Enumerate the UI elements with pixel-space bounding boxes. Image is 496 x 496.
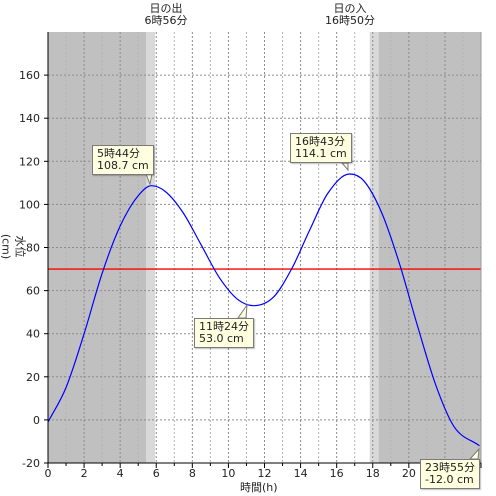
sunset-title: 日の入	[333, 2, 367, 15]
callout-level: 108.7 cm	[97, 159, 149, 172]
callout-level: 53.0 cm	[199, 332, 244, 345]
grid	[48, 32, 481, 463]
y-tick-label: 40	[26, 328, 40, 341]
sunset-label: 日の入 16時50分	[320, 3, 380, 27]
x-tick-label: 8	[189, 467, 196, 480]
callout-time: 23時55分	[425, 461, 475, 474]
callout-low-1: 11時24分 53.0 cm	[194, 318, 254, 348]
x-tick-label: 4	[117, 467, 124, 480]
x-axis-title: 時間(h)	[240, 481, 278, 494]
y-tick-label: 120	[19, 155, 40, 168]
x-tick-label: 14	[294, 467, 308, 480]
y-tick-label: 60	[26, 285, 40, 298]
axes	[44, 32, 482, 468]
x-tick-label: 10	[221, 467, 235, 480]
x-tick-label: 16	[330, 467, 344, 480]
callout-time: 5時44分	[97, 147, 140, 160]
tide-series-line	[47, 173, 480, 447]
sunrise-time: 6時56分	[144, 14, 188, 27]
callout-level: 114.1 cm	[295, 147, 347, 160]
callout-high-2: 16時43分 114.1 cm	[290, 133, 352, 163]
callout-low-2: 23時55分 -12.0 cm	[420, 459, 480, 489]
callout-time: 11時24分	[199, 320, 249, 333]
sunrise-title: 日の出	[149, 2, 183, 15]
x-tick-label: 18	[366, 467, 380, 480]
y-tick-label: 100	[19, 198, 40, 211]
sunset-time: 16時50分	[325, 14, 375, 27]
y-tick-label: 140	[19, 112, 40, 125]
callout-time: 16時43分	[295, 135, 345, 148]
y-tick-label: -20	[22, 457, 40, 470]
x-tick-label: 6	[153, 467, 160, 480]
callout-high-1: 5時44分 108.7 cm	[92, 145, 154, 175]
callout-pointer	[340, 162, 349, 172]
y-tick-label: 160	[19, 69, 40, 82]
y-tick-label: 0	[33, 414, 40, 427]
y-tick-label: 20	[26, 371, 40, 384]
callout-level: -12.0 cm	[425, 473, 474, 486]
x-tick-label: 0	[45, 467, 52, 480]
x-tick-label: 12	[258, 467, 272, 480]
x-tick-label: 20	[402, 467, 416, 480]
callout-pointers	[145, 162, 480, 460]
x-tick-label: 2	[81, 467, 88, 480]
y-axis-title: 水位(cm)	[0, 233, 27, 260]
y-tick-label: 80	[26, 242, 40, 255]
sunrise-label: 日の出 6時56分	[136, 3, 196, 27]
series	[47, 173, 480, 447]
